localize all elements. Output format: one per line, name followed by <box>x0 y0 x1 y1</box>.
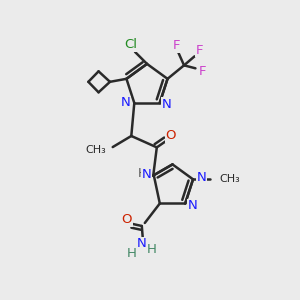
Text: O: O <box>166 129 176 142</box>
Text: CH₃: CH₃ <box>85 145 106 155</box>
Text: H: H <box>138 167 147 180</box>
Text: N: N <box>142 168 152 181</box>
Text: H: H <box>147 244 157 256</box>
Text: N: N <box>188 200 197 212</box>
Text: F: F <box>173 39 180 52</box>
Text: O: O <box>122 213 132 226</box>
Text: F: F <box>195 44 203 57</box>
Text: N: N <box>196 171 206 184</box>
Text: Cl: Cl <box>124 38 137 51</box>
Text: N: N <box>121 97 131 110</box>
Text: CH₃: CH₃ <box>219 174 240 184</box>
Text: F: F <box>199 65 206 78</box>
Text: N: N <box>137 238 147 250</box>
Text: N: N <box>162 98 172 111</box>
Text: H: H <box>127 248 137 260</box>
